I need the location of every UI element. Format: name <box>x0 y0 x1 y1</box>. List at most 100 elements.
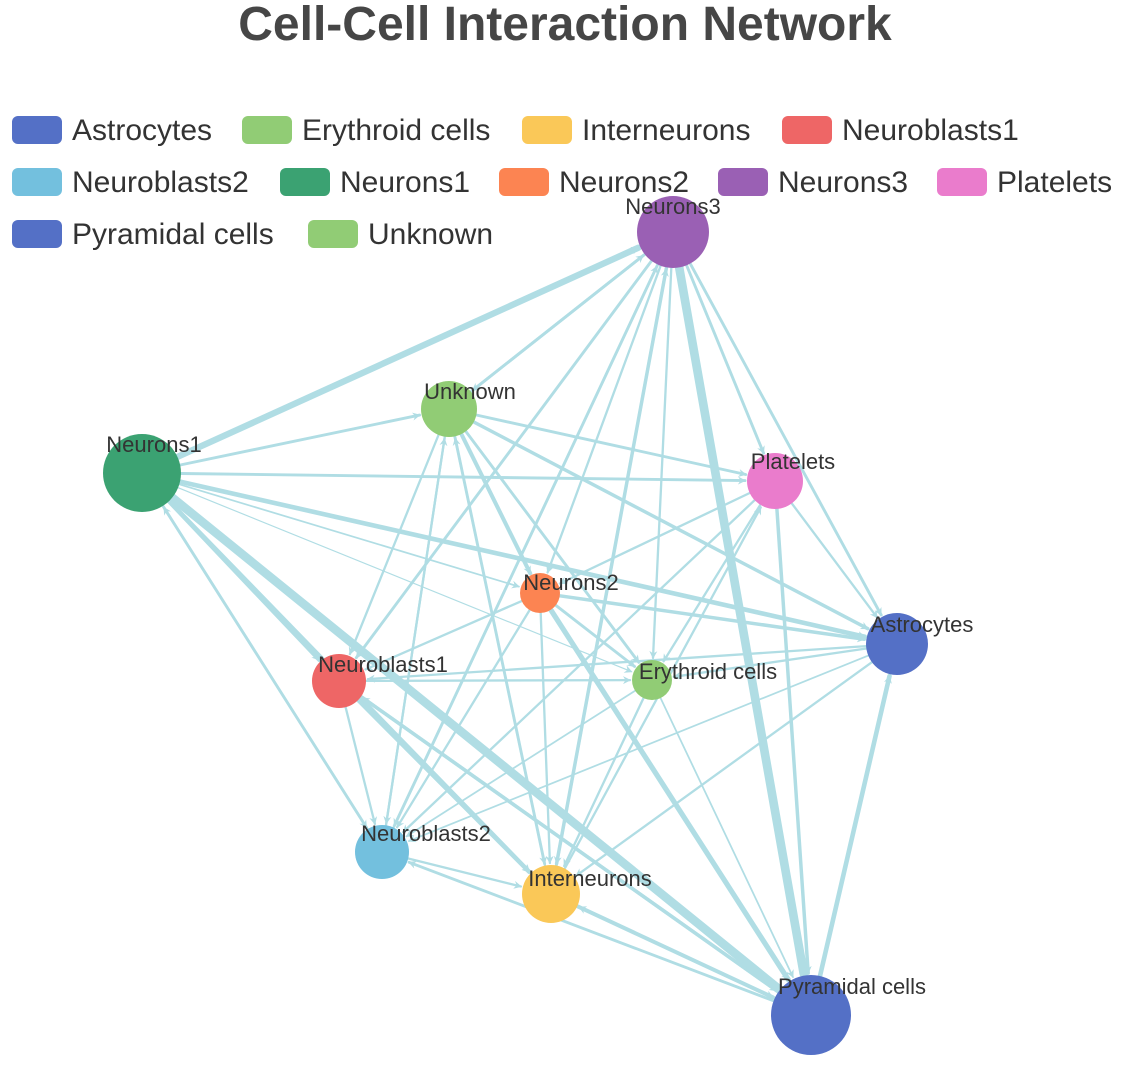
edge-unknown-to-astrocytes[interactable] <box>472 420 870 631</box>
legend-item-neurons3[interactable]: Neurons3 <box>718 166 908 199</box>
edge-unknown-to-neuroblasts1[interactable] <box>348 433 440 656</box>
edge-pyramidal-cells-to-astrocytes[interactable] <box>817 673 892 979</box>
legend-label: Astrocytes <box>72 114 212 147</box>
edge-neurons3-to-astrocytes[interactable] <box>688 262 883 617</box>
legend: Astrocytes Erythroid cells Interneurons Neu… <box>12 114 1112 251</box>
edge-pyramidal-cells-to-interneurons[interactable] <box>577 905 777 1000</box>
edge-neurons1-to-erythroid-cells[interactable] <box>177 487 633 673</box>
node-label-neurons1: Neurons1 <box>106 432 201 457</box>
node-neurons2[interactable] <box>520 573 560 613</box>
legend-item-neuroblasts1[interactable]: Neuroblasts1 <box>782 114 1019 147</box>
edge-neurons2-to-interneurons[interactable] <box>539 611 554 865</box>
edge-erythroid-cells-to-interneurons[interactable] <box>563 696 645 868</box>
legend-item-astrocytes[interactable]: Astrocytes <box>12 114 212 147</box>
legend-swatch <box>280 168 330 196</box>
edge-neurons3-to-neuroblasts1[interactable] <box>354 259 653 660</box>
edge-neurons2-to-erythroid-cells[interactable] <box>554 603 637 668</box>
legend-item-neurons1[interactable]: Neurons1 <box>280 166 470 199</box>
edge-astrocytes-to-erythroid-cells[interactable] <box>672 647 868 680</box>
edge-neuroblasts1-to-erythroid-cells[interactable] <box>364 676 632 685</box>
node-interneurons[interactable] <box>522 865 580 923</box>
node-neuroblasts1[interactable] <box>312 654 366 708</box>
edge-astrocytes-to-neuroblasts2[interactable] <box>407 654 870 843</box>
legend-item-neuroblasts2[interactable]: Neuroblasts2 <box>12 166 249 199</box>
node-label-neuroblasts1: Neuroblasts1 <box>318 652 448 677</box>
legend-label: Neurons1 <box>340 166 470 199</box>
legend-swatch <box>12 116 62 144</box>
node-label-neuroblasts2: Neuroblasts2 <box>361 821 491 846</box>
edge-erythroid-cells-to-neuroblasts2[interactable] <box>405 689 636 838</box>
legend-swatch <box>242 116 292 144</box>
legend-label: Neuroblasts1 <box>842 114 1019 147</box>
edge-neurons3-to-neurons2[interactable] <box>546 264 662 574</box>
node-pyramidal-cells[interactable] <box>771 975 851 1055</box>
edge-platelets-to-erythroid-cells[interactable] <box>662 503 762 663</box>
edge-neurons2-to-pyramidal-cells[interactable] <box>548 607 791 983</box>
edge-astrocytes-to-interneurons[interactable] <box>574 661 874 877</box>
legend-item-erythroid-cells[interactable]: Erythroid cells <box>242 114 490 147</box>
node-layer <box>103 196 928 1055</box>
node-label-unknown: Unknown <box>424 379 516 404</box>
legend-swatch <box>308 220 358 248</box>
edge-platelets-to-neurons2[interactable] <box>558 491 751 585</box>
legend-swatch <box>782 116 832 144</box>
legend-label: Platelets <box>997 166 1112 199</box>
node-label-neurons3: Neurons3 <box>625 194 720 219</box>
edge-unknown-to-erythroid-cells[interactable] <box>464 429 641 664</box>
edge-astrocytes-to-neuroblasts1[interactable] <box>366 644 868 683</box>
node-unknown[interactable] <box>421 381 477 437</box>
node-label-neurons2: Neurons2 <box>523 570 618 595</box>
chart-title: Cell-Cell Interaction Network <box>238 0 892 51</box>
edge-unknown-to-neurons2[interactable] <box>459 432 533 576</box>
edge-platelets-to-pyramidal-cells[interactable] <box>775 507 812 975</box>
legend-label: Neurons3 <box>778 166 908 199</box>
node-platelets[interactable] <box>747 453 803 509</box>
legend-label: Neuroblasts2 <box>72 166 249 199</box>
edge-interneurons-to-unknown[interactable] <box>452 437 547 867</box>
node-label-pyramidal-cells: Pyramidal cells <box>778 974 926 999</box>
edge-unknown-to-platelets[interactable] <box>474 413 748 477</box>
node-astrocytes[interactable] <box>866 613 928 675</box>
legend-item-pyramidal-cells[interactable]: Pyramidal cells <box>12 218 274 251</box>
edge-platelets-to-astrocytes[interactable] <box>790 502 879 619</box>
node-neurons3[interactable] <box>637 196 709 268</box>
legend-label: Neurons2 <box>559 166 689 199</box>
legend-swatch <box>499 168 549 196</box>
edge-neurons2-to-astrocytes[interactable] <box>558 594 867 643</box>
edge-erythroid-cells-to-pyramidal-cells[interactable] <box>659 697 794 979</box>
edge-neuroblasts2-to-neurons3[interactable] <box>392 265 659 829</box>
edge-neurons1-to-unknown[interactable] <box>178 412 422 467</box>
node-neuroblasts2[interactable] <box>355 825 409 879</box>
node-erythroid-cells[interactable] <box>632 660 672 700</box>
legend-label: Unknown <box>368 218 493 251</box>
edge-pyramidal-cells-to-neuroblasts2[interactable] <box>407 860 776 1003</box>
legend-label: Interneurons <box>582 114 750 147</box>
node-label-platelets: Platelets <box>751 449 835 474</box>
edge-interneurons-to-neurons3[interactable] <box>554 267 669 867</box>
legend-swatch <box>12 168 62 196</box>
edge-neuroblasts1-to-interneurons[interactable] <box>355 698 532 875</box>
legend-swatch <box>937 168 987 196</box>
legend-swatch <box>12 220 62 248</box>
edge-neuroblasts2-to-neurons1[interactable] <box>162 506 369 831</box>
edge-neurons1-to-neurons3[interactable] <box>174 244 642 461</box>
edge-neurons2-to-neuroblasts2[interactable] <box>395 608 531 829</box>
legend-item-interneurons[interactable]: Interneurons <box>522 114 750 147</box>
edge-neuroblasts2-to-unknown[interactable] <box>384 437 448 827</box>
legend-label: Erythroid cells <box>302 114 490 147</box>
edge-pyramidal-cells-to-neurons1[interactable] <box>171 496 783 993</box>
legend-swatch <box>522 116 572 144</box>
legend-item-platelets[interactable]: Platelets <box>937 166 1112 199</box>
legend-item-unknown[interactable]: Unknown <box>308 218 493 251</box>
edge-neurons3-to-unknown[interactable] <box>471 252 647 392</box>
node-neurons1[interactable] <box>103 434 181 512</box>
node-label-erythroid-cells: Erythroid cells <box>639 659 777 684</box>
edge-neuroblasts2-to-interneurons[interactable] <box>407 857 523 889</box>
edge-neurons1-to-neurons2[interactable] <box>178 483 520 589</box>
edge-neuroblasts1-to-neuroblasts2[interactable] <box>344 706 378 826</box>
edge-neurons3-to-platelets[interactable] <box>685 263 766 455</box>
legend-item-neurons2[interactable]: Neurons2 <box>499 166 689 199</box>
legend-swatch <box>718 168 768 196</box>
node-label-astrocytes: Astrocytes <box>871 612 974 637</box>
